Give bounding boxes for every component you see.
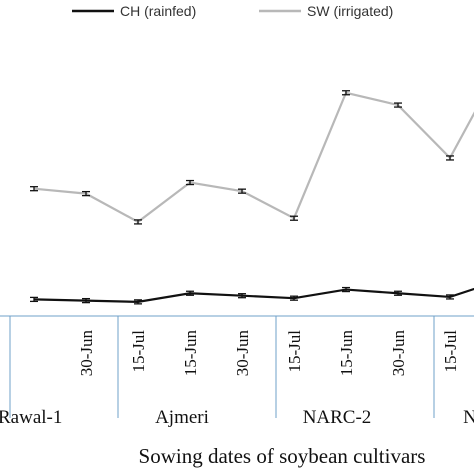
data-point-s0-0 <box>30 296 38 303</box>
group-label: NARC-2 <box>303 407 372 428</box>
x-tick-label: 15-Jul <box>285 330 304 373</box>
x-axis: 30-Jun 15-Jul 15-Jun 30-Jun 15-Jul 15-Jun 30-J… <box>0 315 474 418</box>
x-tick-label: 30-Jun <box>389 330 408 377</box>
series-line-0 <box>33 287 474 303</box>
x-tick-label: 15-Jul <box>129 330 148 373</box>
data-point-s0-3 <box>186 290 194 296</box>
data-point-s0-1 <box>82 297 90 304</box>
data-point-s1-8 <box>446 155 454 161</box>
data-point-s1-1 <box>82 190 90 197</box>
axis-labels: Rawal-1 Ajmeri NARC-2 N Sowing dates of soyb… <box>0 407 474 468</box>
data-point-s1-3 <box>186 179 194 186</box>
data-point-s1-2 <box>134 219 142 225</box>
data-point-s0-8 <box>446 294 454 300</box>
group-label: Ajmeri <box>155 407 209 428</box>
data-point-s0-6 <box>342 286 350 293</box>
x-tick-label: 15-Jul <box>441 330 460 373</box>
data-point-s1-6 <box>342 90 350 96</box>
data-point-s1-0 <box>30 186 38 192</box>
x-tick-label: 15-Jun <box>337 330 356 377</box>
legend: CH (rainfed) SW (irrigated) <box>72 3 393 19</box>
group-label: Rawal-1 <box>0 407 62 428</box>
legend-label-0: CH (rainfed) <box>120 3 196 19</box>
series-line-1 <box>33 91 474 224</box>
x-tick-label: 30-Jun <box>77 330 96 377</box>
x-tick-label: 30-Jun <box>233 330 252 377</box>
data-point-s0-5 <box>290 295 298 301</box>
data-point-s1-4 <box>238 188 246 194</box>
group-label: N <box>463 407 474 428</box>
data-point-s0-4 <box>238 293 246 299</box>
legend-label-1: SW (irrigated) <box>307 3 393 19</box>
data-point-s0-7 <box>394 290 402 296</box>
data-point-s0-2 <box>134 299 142 305</box>
data-point-s1-5 <box>290 215 298 221</box>
data-point-s1-7 <box>394 102 402 108</box>
x-tick-label: 15-Jun <box>181 330 200 377</box>
series-layer <box>30 90 474 305</box>
x-axis-title: Sowing dates of soybean cultivars <box>139 444 426 468</box>
